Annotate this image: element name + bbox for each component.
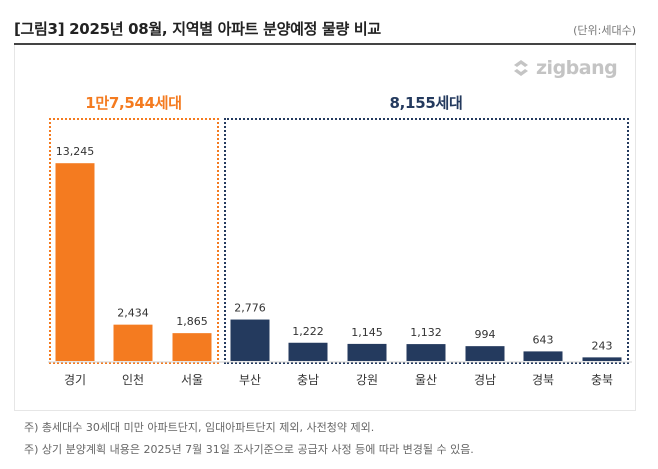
footnote-2: 주) 상기 분양계획 내용은 2025년 7월 31일 조사기준으로 공급자 사… [24,443,474,456]
category-label-울산: 울산 [415,373,437,387]
bar-부산 [230,319,270,361]
category-label-경남: 경남 [474,373,496,387]
group-box-provinces [223,118,629,364]
value-label-부산: 2,776 [234,302,266,315]
bar-충북 [582,357,622,361]
category-label-경북: 경북 [532,373,554,387]
value-label-울산: 1,132 [410,326,442,339]
unit-label: (단위:세대수) [573,24,636,37]
category-label-충남: 충남 [297,373,319,387]
footnote-1: 주) 총세대수 30세대 미만 아파트단지, 임대아파트단지 제외, 사전청약 … [24,421,375,434]
category-label-강원: 강원 [356,373,378,387]
chart-title: [그림3] 2025년 08월, 지역별 아파트 분양예정 물량 비교 [14,20,381,38]
category-label-충북: 충북 [591,373,613,387]
bar-서울 [172,333,212,361]
group-total-provinces: 8,155세대 [389,94,463,112]
value-label-경북: 643 [533,333,554,346]
category-label-경기: 경기 [64,373,86,387]
group-box-capital-area [48,118,219,364]
category-label-부산: 부산 [239,373,261,387]
bar-경북 [523,351,563,361]
title-rule [14,43,636,45]
bar-인천 [113,324,153,361]
value-label-서울: 1,865 [176,315,208,328]
bar-경기 [55,163,95,361]
value-label-충남: 1,222 [292,325,324,338]
value-label-경기: 13,245 [56,145,95,158]
bar-강원 [347,343,387,361]
bar-울산 [406,344,446,361]
value-label-충북: 243 [592,339,613,352]
bar-경남 [465,346,505,361]
bar-충남 [288,342,328,361]
value-label-인천: 2,434 [117,307,149,320]
logo-text: zigbang [536,57,618,79]
category-label-인천: 인천 [122,372,144,387]
zigbang-logo-icon [514,60,528,76]
value-label-경남: 994 [475,328,496,341]
value-label-강원: 1,145 [351,326,383,339]
zigbang-logo: zigbang [510,56,618,80]
category-label-서울: 서울 [181,373,203,387]
group-total-capital-area: 1만7,544세대 [85,94,182,112]
